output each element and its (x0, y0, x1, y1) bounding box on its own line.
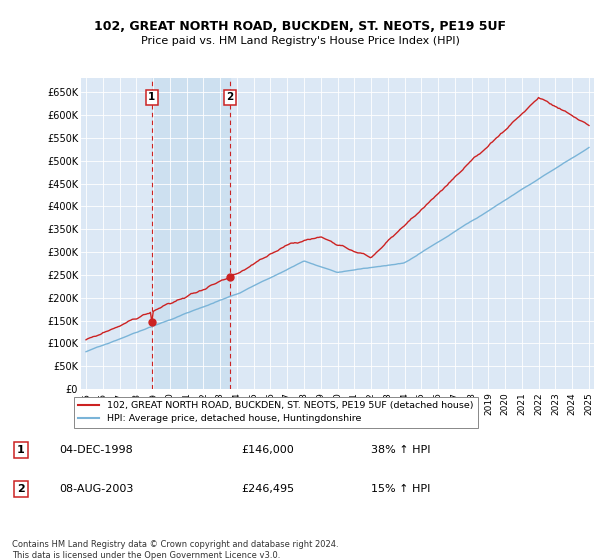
Text: Price paid vs. HM Land Registry's House Price Index (HPI): Price paid vs. HM Land Registry's House … (140, 36, 460, 46)
Bar (152, 78, 230, 389)
Text: Contains HM Land Registry data © Crown copyright and database right 2024.
This d: Contains HM Land Registry data © Crown c… (12, 540, 338, 560)
Text: 38% ↑ HPI: 38% ↑ HPI (371, 445, 430, 455)
Text: 1: 1 (148, 92, 155, 102)
Text: 1: 1 (17, 445, 25, 455)
Legend: 102, GREAT NORTH ROAD, BUCKDEN, ST. NEOTS, PE19 5UF (detached house), HPI: Avera: 102, GREAT NORTH ROAD, BUCKDEN, ST. NEOT… (74, 396, 478, 428)
Text: 15% ↑ HPI: 15% ↑ HPI (371, 484, 430, 494)
Text: 08-AUG-2003: 08-AUG-2003 (59, 484, 133, 494)
Text: £146,000: £146,000 (241, 445, 294, 455)
Text: 102, GREAT NORTH ROAD, BUCKDEN, ST. NEOTS, PE19 5UF: 102, GREAT NORTH ROAD, BUCKDEN, ST. NEOT… (94, 20, 506, 32)
Text: 2: 2 (226, 92, 233, 102)
Text: 2: 2 (17, 484, 25, 494)
Text: £246,495: £246,495 (241, 484, 295, 494)
Text: 04-DEC-1998: 04-DEC-1998 (59, 445, 133, 455)
